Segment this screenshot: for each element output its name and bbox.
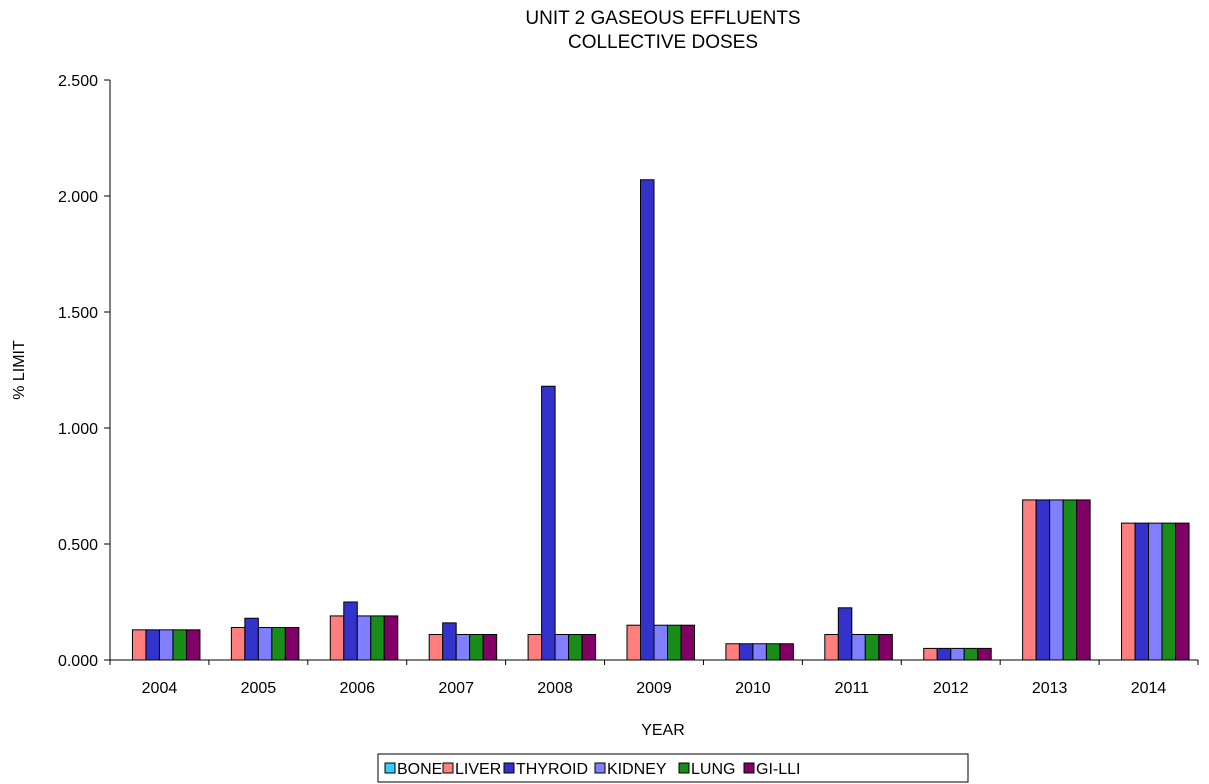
x-tick-label: 2011 bbox=[835, 680, 870, 697]
bar-lung-2013 bbox=[1062, 499, 1078, 661]
chart-title-line-2: COLLECTIVE DOSES bbox=[568, 32, 758, 53]
legend-box bbox=[377, 753, 969, 783]
bar-liver-2012 bbox=[923, 647, 938, 661]
y-tick-label: 0.000 bbox=[58, 653, 98, 670]
bar-thyroid-2014 bbox=[1134, 522, 1150, 661]
legend-swatch bbox=[678, 762, 690, 774]
y-tick-label: 0.500 bbox=[58, 537, 98, 554]
y-axis-title: % LIMIT bbox=[11, 340, 28, 400]
x-tick-label: 2004 bbox=[142, 680, 178, 697]
bar-thyroid-2009 bbox=[640, 179, 655, 661]
bar-lung-2010 bbox=[765, 643, 781, 661]
bar-gi-lli-2005 bbox=[284, 627, 300, 661]
y-tick-label: 1.500 bbox=[58, 305, 98, 322]
bars bbox=[131, 179, 1190, 661]
y-tick-label: 2.000 bbox=[58, 189, 98, 206]
bar-gi-lli-2013 bbox=[1076, 499, 1091, 661]
bar-lung-2005 bbox=[271, 627, 286, 661]
bar-kidney-2005 bbox=[257, 627, 273, 661]
legend-label: KIDNEY bbox=[607, 761, 667, 778]
bar-liver-2013 bbox=[1022, 499, 1037, 661]
x-tick-label: 2013 bbox=[1032, 680, 1068, 697]
x-tick-label: 2010 bbox=[735, 680, 771, 697]
legend-swatch bbox=[743, 762, 755, 774]
bar-lung-2012 bbox=[963, 647, 979, 661]
bar-kidney-2007 bbox=[455, 633, 471, 661]
y-axis-ticks: 0.000 0.500 1.000 1.500 2.000 2.500 bbox=[58, 73, 110, 670]
bar-gi-lli-2014 bbox=[1175, 522, 1190, 661]
legend-label: LIVER bbox=[455, 761, 501, 778]
bar-gi-lli-2009 bbox=[680, 624, 695, 661]
bar-kidney-2011 bbox=[851, 633, 866, 661]
bar-thyroid-2008 bbox=[541, 385, 556, 661]
bar-liver-2007 bbox=[428, 633, 444, 661]
x-tick-label: 2014 bbox=[1131, 680, 1167, 697]
bar-gi-lli-2008 bbox=[581, 633, 597, 661]
legend-swatch bbox=[503, 762, 515, 774]
x-tick-label: 2008 bbox=[537, 680, 573, 697]
bar-thyroid-2010 bbox=[738, 643, 754, 661]
bar-liver-2010 bbox=[725, 643, 740, 661]
bar-kidney-2014 bbox=[1148, 522, 1163, 661]
bar-kidney-2012 bbox=[950, 647, 965, 661]
x-axis-ticks: 2004 2005 2006 2007 2008 2009 2010 2011 2012 2013… bbox=[109, 660, 1199, 697]
bar-kidney-2010 bbox=[752, 643, 767, 661]
bar-kidney-2013 bbox=[1049, 499, 1064, 661]
x-tick-label: 2012 bbox=[933, 680, 969, 697]
bar-kidney-2006 bbox=[356, 615, 372, 661]
bar-lung-2006 bbox=[370, 615, 385, 661]
bar-thyroid-2012 bbox=[936, 647, 952, 661]
legend: BONE LIVER THYROID KIDNEY LUNG GI-LLI bbox=[377, 753, 969, 783]
x-tick-label: 2006 bbox=[339, 680, 375, 697]
bar-lung-2009 bbox=[667, 624, 682, 661]
bar-liver-2009 bbox=[626, 624, 641, 661]
x-tick-label: 2007 bbox=[438, 680, 474, 697]
bar-thyroid-2007 bbox=[442, 622, 457, 661]
y-tick-label: 1.000 bbox=[58, 421, 98, 438]
legend-swatch bbox=[442, 762, 454, 774]
bar-thyroid-2013 bbox=[1035, 499, 1051, 661]
bar-kidney-2004 bbox=[158, 629, 174, 661]
bar-thyroid-2004 bbox=[145, 629, 160, 661]
bar-gi-lli-2011 bbox=[878, 633, 893, 661]
bar-liver-2008 bbox=[527, 633, 543, 661]
legend-swatch bbox=[594, 762, 606, 774]
bar-gi-lli-2004 bbox=[185, 629, 201, 661]
legend-label: LUNG bbox=[691, 761, 735, 778]
bar-kidney-2008 bbox=[554, 633, 570, 661]
bar-gi-lli-2010 bbox=[779, 643, 794, 661]
legend-label: BONE bbox=[397, 761, 442, 778]
bar-thyroid-2011 bbox=[837, 607, 853, 661]
legend-label: THYROID bbox=[516, 761, 588, 778]
legend-swatch bbox=[384, 762, 396, 774]
bar-lung-2008 bbox=[568, 633, 583, 661]
bar-lung-2011 bbox=[864, 633, 880, 661]
bar-gi-lli-2012 bbox=[977, 647, 992, 661]
bar-lung-2007 bbox=[469, 633, 484, 661]
bar-lung-2004 bbox=[172, 629, 187, 661]
x-axis-title: YEAR bbox=[641, 722, 685, 739]
x-tick-label: 2009 bbox=[636, 680, 672, 697]
bar-thyroid-2005 bbox=[244, 617, 259, 661]
x-tick-label: 2005 bbox=[241, 680, 277, 697]
bar-liver-2011 bbox=[824, 633, 839, 661]
chart-title-line-1: UNIT 2 GASEOUS EFFLUENTS bbox=[525, 8, 800, 29]
bar-gi-lli-2006 bbox=[383, 615, 399, 661]
legend-label: GI-LLI bbox=[756, 761, 800, 778]
bar-kidney-2009 bbox=[653, 624, 668, 661]
bar-liver-2014 bbox=[1121, 522, 1136, 661]
bar-liver-2006 bbox=[329, 615, 345, 661]
bar-liver-2005 bbox=[230, 627, 246, 661]
y-tick-label: 2.500 bbox=[58, 73, 98, 90]
bar-gi-lli-2007 bbox=[482, 633, 498, 661]
bar-thyroid-2006 bbox=[343, 601, 358, 661]
bar-liver-2004 bbox=[131, 629, 147, 661]
bar-lung-2014 bbox=[1161, 522, 1177, 661]
